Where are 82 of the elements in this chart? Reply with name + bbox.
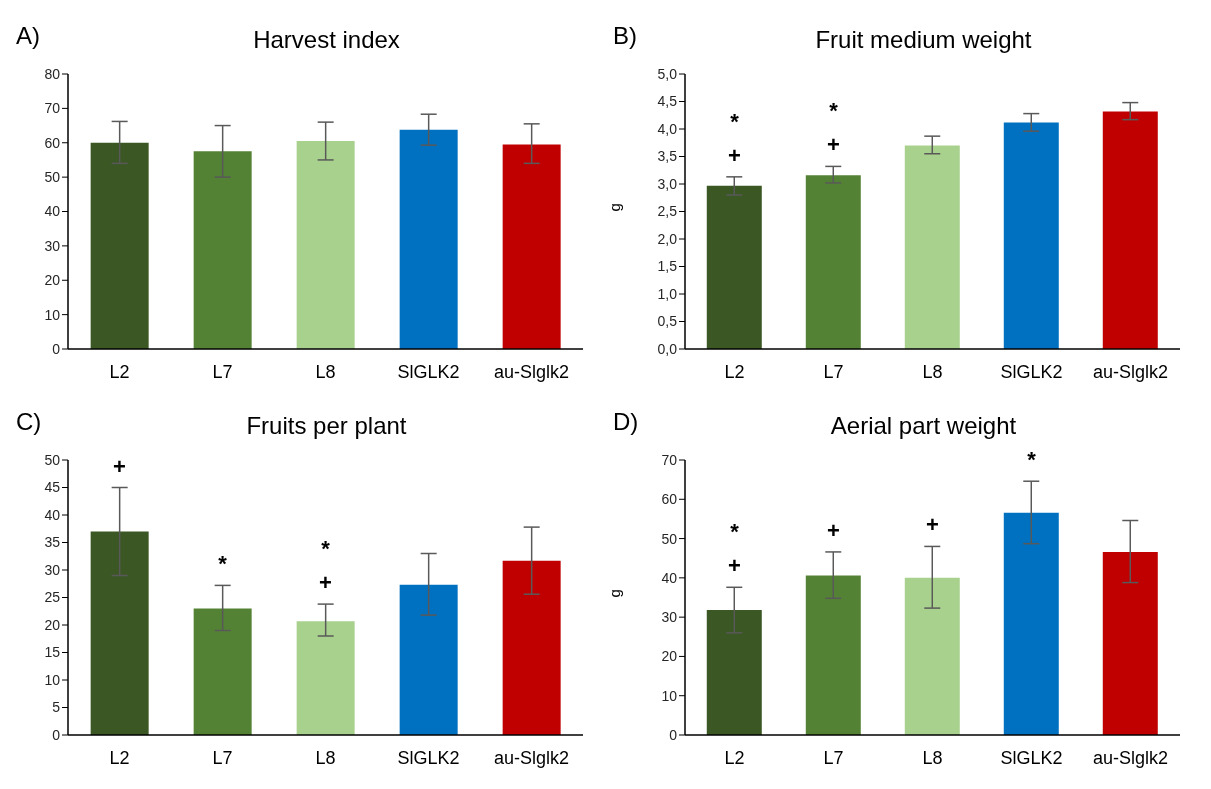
y-tick-label: 0 xyxy=(669,726,678,743)
text: C) xyxy=(16,408,42,436)
y-tick-label: 0 xyxy=(52,340,61,357)
y-tick-label: 5,0 xyxy=(657,65,678,82)
y-tick-label: 1,5 xyxy=(657,258,678,275)
y-tick-label: 35 xyxy=(44,534,61,551)
x-tick-label: L8 xyxy=(922,747,943,768)
y-tick-label: 20 xyxy=(44,616,61,633)
x-tick-label: L2 xyxy=(109,361,130,382)
y-tick-label: 70 xyxy=(661,451,678,468)
y-tick-label: 10 xyxy=(44,306,61,323)
y-tick-label: 30 xyxy=(44,237,61,254)
y-tick-label: 20 xyxy=(44,272,61,289)
text: A) xyxy=(16,22,40,50)
x-tick-label: L8 xyxy=(315,747,336,768)
chart-title: Fruits per plant xyxy=(246,412,407,439)
chart-title: Harvest index xyxy=(253,26,400,53)
y-tick-label: 5 xyxy=(52,699,61,716)
text: D) xyxy=(613,408,639,436)
annotation: * xyxy=(730,519,740,545)
x-tick-label: L7 xyxy=(212,747,233,768)
y-tick-label: 10 xyxy=(661,687,678,704)
y-tick-label: 3,5 xyxy=(657,148,678,165)
x-tick-label: L2 xyxy=(109,747,130,768)
y-tick-label: 0,5 xyxy=(657,313,678,330)
y-tick-label: 70 xyxy=(44,100,61,117)
y-tick-label: 30 xyxy=(661,609,678,626)
annotation: + xyxy=(827,517,840,543)
y-axis-title: g xyxy=(606,203,624,212)
x-tick-label: L8 xyxy=(315,361,336,382)
y-tick-label: 60 xyxy=(661,491,678,508)
x-tick-label: L7 xyxy=(212,361,233,382)
y-tick-label: 60 xyxy=(44,134,61,151)
y-tick-label: 2,0 xyxy=(657,230,678,247)
y-tick-label: 50 xyxy=(44,451,61,468)
x-tick-label: au-Slglk2 xyxy=(493,747,570,768)
text: B) xyxy=(613,22,637,50)
y-tick-label: 15 xyxy=(44,644,61,661)
x-tick-label: SlGLK2 xyxy=(397,361,460,382)
x-tick-label: L2 xyxy=(724,747,745,768)
annotation: + xyxy=(728,553,741,579)
x-tick-label: SlGLK2 xyxy=(1000,747,1063,768)
y-tick-label: 4,0 xyxy=(657,120,678,137)
annotation: + xyxy=(728,142,741,168)
y-tick-label: 80 xyxy=(44,65,61,82)
x-tick-label: L8 xyxy=(922,361,943,382)
x-tick-label: au-Slglk2 xyxy=(493,361,570,382)
y-tick-label: 10 xyxy=(44,671,61,688)
y-tick-label: 3,0 xyxy=(657,175,678,192)
annotation: * xyxy=(1027,447,1037,473)
y-tick-label: 40 xyxy=(44,203,61,220)
y-tick-label: 50 xyxy=(44,169,61,186)
y-tick-label: 0 xyxy=(52,726,61,743)
annotation: * xyxy=(829,98,839,124)
annotation: + xyxy=(827,132,840,158)
y-tick-label: 45 xyxy=(44,479,61,496)
y-tick-label: 1,0 xyxy=(657,285,678,302)
y-tick-label: 2,5 xyxy=(657,203,678,220)
annotation: * xyxy=(218,551,228,577)
x-tick-label: au-Slglk2 xyxy=(1092,747,1169,768)
y-tick-label: 20 xyxy=(661,648,678,665)
x-tick-label: L7 xyxy=(823,747,844,768)
annotation: + xyxy=(319,570,332,596)
chart-title: Aerial part weight xyxy=(830,412,1017,439)
annotation: * xyxy=(730,108,740,134)
y-tick-label: 4,5 xyxy=(657,93,678,110)
y-tick-label: 0,0 xyxy=(657,340,678,357)
y-tick-label: 40 xyxy=(661,569,678,586)
x-tick-label: L7 xyxy=(823,361,844,382)
x-tick-label: SlGLK2 xyxy=(397,747,460,768)
y-tick-label: 25 xyxy=(44,589,61,606)
y-axis-title: g xyxy=(606,589,624,598)
y-tick-label: 50 xyxy=(661,530,678,547)
annotation: + xyxy=(113,453,126,479)
x-tick-label: L2 xyxy=(724,361,745,382)
annotation: * xyxy=(321,536,331,562)
x-tick-label: au-Slglk2 xyxy=(1092,361,1169,382)
y-tick-label: 30 xyxy=(44,561,61,578)
x-tick-label: SlGLK2 xyxy=(1000,361,1063,382)
chart-title: Fruit medium weight xyxy=(815,26,1032,53)
annotation: + xyxy=(926,512,939,538)
y-tick-label: 40 xyxy=(44,506,61,523)
